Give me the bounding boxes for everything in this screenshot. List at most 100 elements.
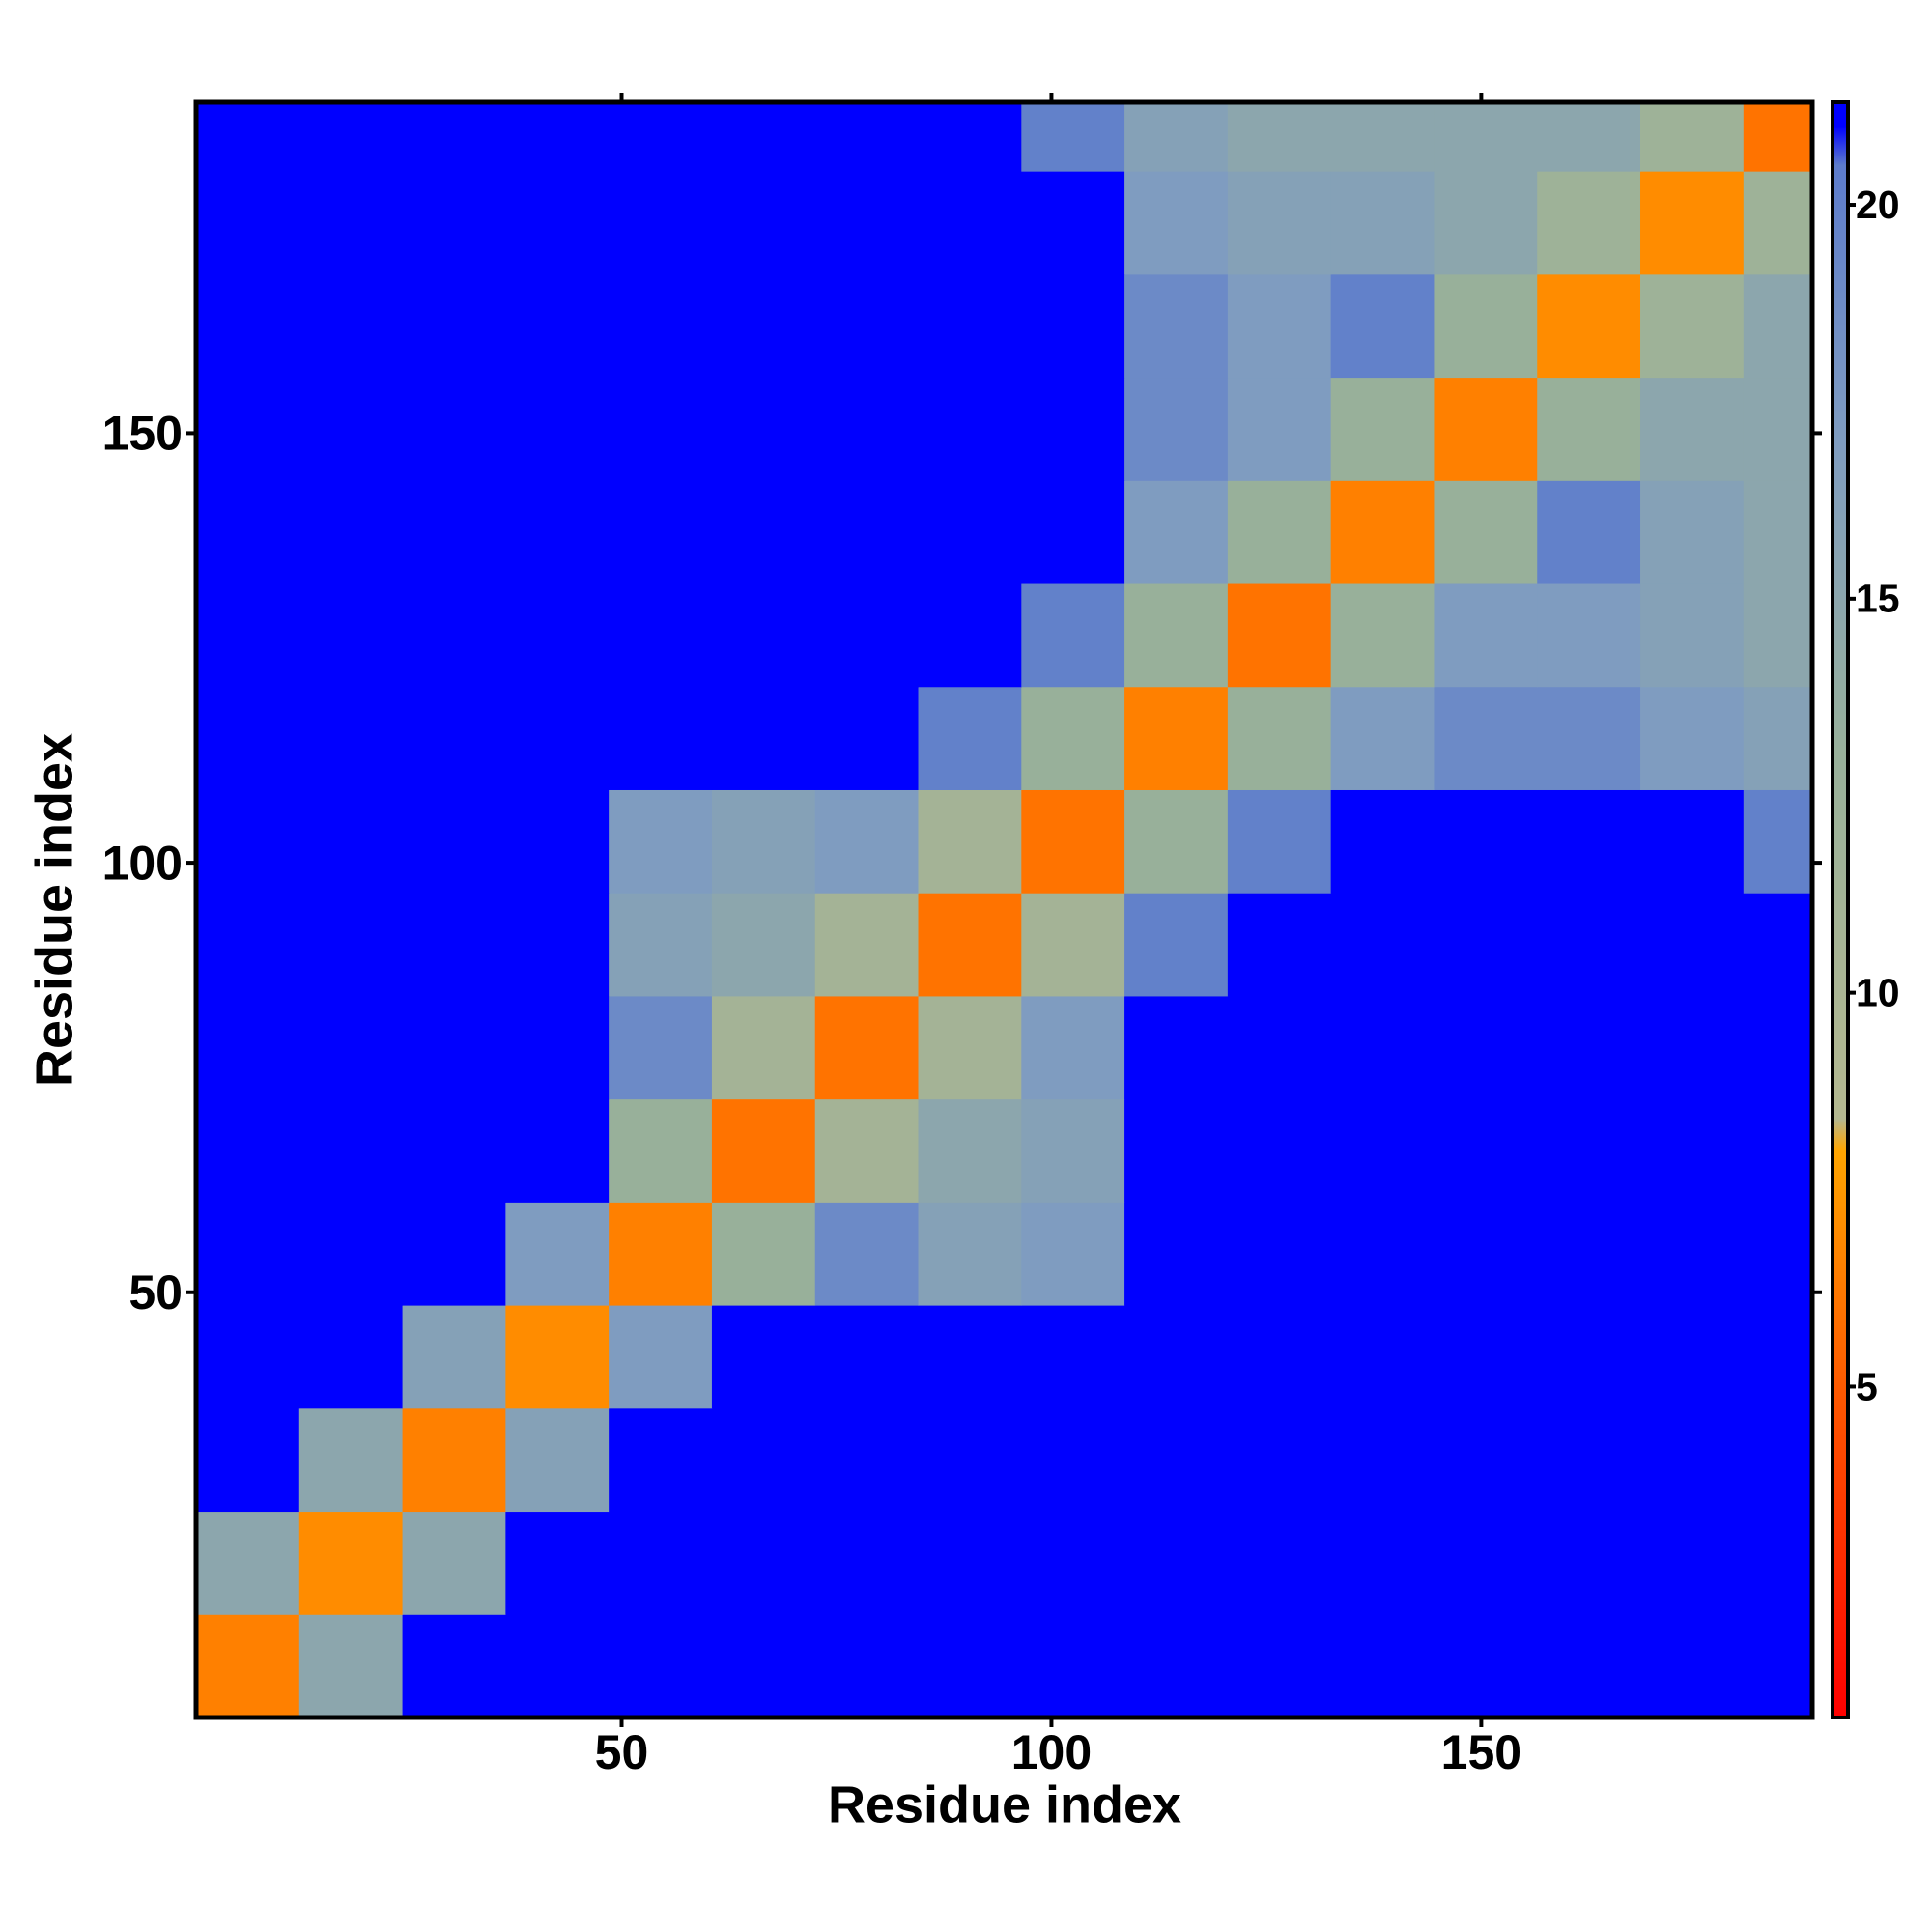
heatmap-cell bbox=[1537, 995, 1641, 1100]
heatmap-cell bbox=[298, 1511, 404, 1615]
heatmap-cell bbox=[1021, 1098, 1125, 1203]
heatmap-cell bbox=[402, 1202, 506, 1306]
heatmap-cell bbox=[402, 102, 506, 172]
heatmap-cell bbox=[1124, 171, 1229, 275]
heatmap-cell bbox=[814, 1305, 920, 1409]
heatmap-cell bbox=[1537, 686, 1641, 790]
heatmap-cell bbox=[814, 583, 920, 688]
heatmap-cell bbox=[196, 1614, 300, 1719]
heatmap-cell bbox=[298, 1407, 404, 1513]
heatmap-cell bbox=[1227, 480, 1332, 584]
heatmap-cell bbox=[505, 893, 610, 997]
heatmap-cell bbox=[1434, 273, 1538, 379]
heatmap-cell bbox=[196, 686, 300, 790]
heatmap-cell bbox=[1640, 480, 1745, 584]
heatmap-cell bbox=[609, 995, 713, 1100]
heatmap-cell bbox=[918, 1098, 1022, 1203]
heatmap-cell bbox=[196, 171, 300, 275]
heatmap-cell bbox=[1227, 1614, 1332, 1719]
heatmap-cell bbox=[505, 686, 610, 790]
heatmap-cell bbox=[1330, 377, 1435, 481]
heatmap-cell bbox=[1227, 1305, 1332, 1409]
heatmap-cell bbox=[918, 1511, 1022, 1615]
heatmap-cell bbox=[1227, 377, 1332, 481]
heatmap-cell bbox=[1537, 893, 1641, 997]
heatmap-cell bbox=[1743, 102, 1813, 172]
heatmap-cell bbox=[402, 1407, 506, 1513]
heatmap-cell bbox=[402, 1614, 506, 1719]
heatmap-cell bbox=[1227, 893, 1332, 997]
heatmap-cell bbox=[609, 102, 713, 172]
heatmap-cell bbox=[918, 102, 1022, 172]
heatmap-cell bbox=[298, 1098, 404, 1203]
heatmap-cell bbox=[1743, 273, 1813, 379]
heatmap-cell bbox=[1227, 789, 1332, 894]
heatmap-cell bbox=[1227, 995, 1332, 1100]
heatmap-cell bbox=[1021, 377, 1125, 481]
heatmap-cell bbox=[1124, 480, 1229, 584]
heatmap-cell bbox=[298, 1614, 404, 1719]
heatmap-cell bbox=[918, 1614, 1022, 1719]
heatmap-cell bbox=[1537, 480, 1641, 584]
heatmap-cell bbox=[1537, 102, 1641, 172]
heatmap-cell bbox=[1330, 171, 1435, 275]
heatmap-cell bbox=[711, 686, 816, 790]
heatmap-cell bbox=[505, 1407, 610, 1513]
heatmap-cell bbox=[1743, 893, 1813, 997]
heatmap-cell bbox=[1434, 789, 1538, 894]
heatmap-cell bbox=[918, 273, 1022, 379]
heatmap-cell bbox=[196, 995, 300, 1100]
heatmap-cell bbox=[1640, 1098, 1745, 1203]
heatmap-cell bbox=[711, 171, 816, 275]
heatmap-cell bbox=[1330, 273, 1435, 379]
heatmap-cell bbox=[1743, 480, 1813, 584]
heatmap-cell bbox=[918, 893, 1022, 997]
heatmap-cell bbox=[402, 171, 506, 275]
heatmap-cell bbox=[1434, 995, 1538, 1100]
heatmap-cell bbox=[402, 686, 506, 790]
heatmap-cell bbox=[505, 273, 610, 379]
heatmap-cell bbox=[298, 995, 404, 1100]
heatmap-cell bbox=[711, 273, 816, 379]
heatmap-cell bbox=[1227, 1511, 1332, 1615]
heatmap-cell bbox=[918, 1202, 1022, 1306]
heatmap-cell bbox=[1227, 583, 1332, 688]
heatmap-cell bbox=[609, 893, 713, 997]
heatmap-cell bbox=[1537, 1407, 1641, 1513]
heatmap-cell bbox=[918, 686, 1022, 790]
heatmap-cell bbox=[196, 102, 300, 172]
heatmap-cell bbox=[1640, 995, 1745, 1100]
heatmap-cell bbox=[298, 1305, 404, 1409]
heatmap-cell bbox=[1227, 1202, 1332, 1306]
heatmap-cell bbox=[609, 273, 713, 379]
heatmap-cell bbox=[505, 1305, 610, 1409]
heatmap-cell bbox=[1021, 686, 1125, 790]
heatmap-cell bbox=[196, 583, 300, 688]
heatmap-cell bbox=[1021, 1614, 1125, 1719]
heatmap-cell bbox=[711, 1511, 816, 1615]
heatmap-cell bbox=[1640, 1202, 1745, 1306]
heatmap-cell bbox=[1640, 377, 1745, 481]
colorbar bbox=[1831, 100, 1850, 1719]
heatmap-cell bbox=[814, 1407, 920, 1513]
heatmap-cell bbox=[711, 102, 816, 172]
heatmap-cell bbox=[402, 377, 506, 481]
heatmap-cell bbox=[1537, 583, 1641, 688]
heatmap-cell bbox=[918, 583, 1022, 688]
heatmap-cell bbox=[1537, 1098, 1641, 1203]
heatmap-cell bbox=[402, 995, 506, 1100]
heatmap-cell bbox=[1330, 1202, 1435, 1306]
colorbar-tick-label: 5 bbox=[1856, 1364, 1878, 1408]
heatmap-cell bbox=[1330, 480, 1435, 584]
heatmap-cell bbox=[1434, 1614, 1538, 1719]
heatmap-cell bbox=[1434, 686, 1538, 790]
heatmap-cell bbox=[1021, 171, 1125, 275]
heatmap-cell bbox=[196, 377, 300, 481]
heatmap-cell bbox=[1743, 995, 1813, 1100]
heatmap-cell bbox=[1640, 686, 1745, 790]
y-axis-title: Residue index bbox=[25, 733, 83, 1087]
heatmap-cell bbox=[402, 1511, 506, 1615]
heatmap-cell bbox=[1434, 480, 1538, 584]
heatmap-cell bbox=[1640, 583, 1745, 688]
